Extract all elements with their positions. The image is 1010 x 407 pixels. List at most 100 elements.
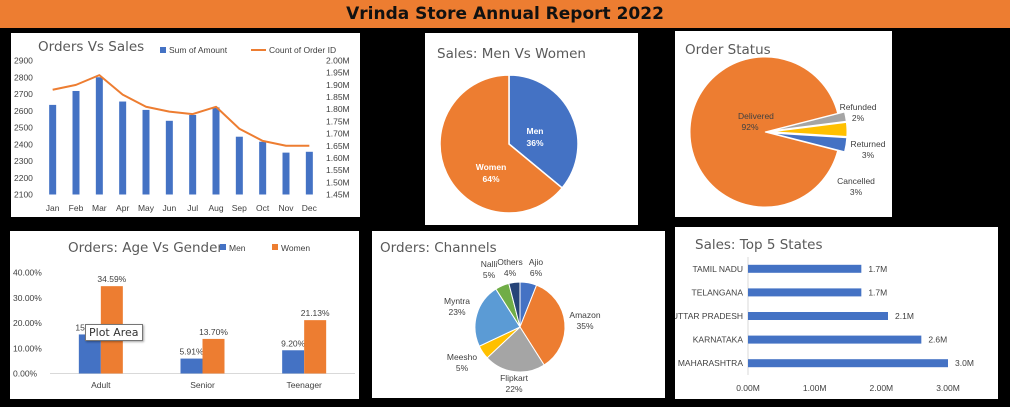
channels-chart: Orders: ChannelsAjio6%Amazon35%Flipkart2… (380, 240, 601, 394)
slice-value-cancelled: 3% (850, 187, 863, 197)
slice-label-women: Women (476, 162, 507, 172)
slice-label-amazon: Amazon (569, 310, 600, 320)
bar-uttar-pradesh (748, 312, 888, 320)
data-label: 13.70% (199, 327, 228, 337)
bar-amount-oct (259, 141, 267, 195)
data-label: 2.1M (895, 311, 914, 321)
men-vs-women-panel[interactable]: Sales: Men Vs Women Men 36% Women 64% (425, 33, 638, 225)
x-tick: Jan (46, 203, 60, 213)
x-tick: 3.00M (936, 383, 960, 393)
y-tick-right: 1.60M (326, 153, 350, 163)
data-label: 1.7M (868, 264, 887, 274)
series-line-orders (52, 74, 310, 147)
bar-telangana (748, 288, 862, 297)
y-tick: TAMIL NADU (692, 264, 743, 274)
x-tick: Senior (190, 380, 215, 390)
bar-women-senior (202, 338, 225, 374)
x-tick: Dec (302, 203, 318, 213)
data-label: 9.20% (281, 338, 306, 348)
chart-title: Orders: Channels (380, 240, 497, 256)
slice-value-refunded: 2% (852, 113, 865, 123)
y-tick-left: 2100 (14, 190, 33, 200)
age-vs-gender-panel[interactable]: Orders: Age Vs Gender Men Women 0.00% 10.00%… (10, 231, 359, 399)
pie-slice-others (508, 281, 521, 328)
pie-slice-men (508, 74, 579, 190)
bar-amount-apr (119, 101, 127, 195)
bar-maharashtra (748, 359, 948, 368)
bar-amount-jun (165, 120, 173, 195)
slice-label-returned: Returned (851, 139, 886, 149)
chart-title: Order Status (685, 42, 771, 58)
slice-value-meesho: 5% (456, 363, 469, 373)
y-tick-left: 2700 (14, 89, 33, 99)
y-tick: 0.00% (13, 369, 38, 379)
top-states-chart: Sales: Top 5 States TAMIL NADU 1.7M TELANGA… (675, 237, 974, 393)
slice-label-men: Men (527, 126, 544, 136)
bar-amount-dec (305, 151, 313, 195)
legend-label-amount: Sum of Amount (169, 45, 228, 55)
slice-value-returned: 3% (862, 150, 875, 160)
legend-swatch-men (220, 244, 226, 250)
y-tick-left: 2400 (14, 139, 33, 149)
data-label: 34.59% (97, 274, 126, 284)
legend-swatch-women (272, 244, 278, 250)
y-tick: 30.00% (13, 293, 42, 303)
top-states-panel[interactable]: Sales: Top 5 States TAMIL NADU 1.7M TELANGA… (675, 227, 998, 399)
orders-vs-sales-panel[interactable]: Orders Vs Sales Sum of Amount Count of Ord… (11, 33, 360, 217)
legend-label-orders: Count of Order ID (269, 45, 336, 55)
chart-title: Sales: Top 5 States (695, 237, 823, 253)
bar-amount-mar (95, 77, 103, 195)
data-label: 1.7M (868, 287, 887, 297)
y-tick: TELANGANA (692, 287, 744, 297)
chart-title: Orders Vs Sales (38, 39, 144, 55)
bar-amount-feb (72, 90, 80, 195)
slice-label-cancelled: Cancelled (837, 176, 875, 186)
y-tick: 10.00% (13, 343, 42, 353)
y-tick: MAHARASHTRA (678, 358, 744, 368)
y-tick-right: 2.00M (326, 56, 350, 66)
x-tick: Oct (256, 203, 270, 213)
channels-panel[interactable]: Orders: Channels Ajio 6% Amazon 35% Flipkart 2… (372, 231, 665, 398)
slice-value-delivered: 92% (741, 122, 758, 132)
x-tick: 0.00M (736, 383, 760, 393)
men-vs-women-chart: Sales: Men Vs Women Men 36% Women 64% (437, 46, 586, 214)
legend-label-women: Women (281, 243, 310, 253)
pie-slice-myntra (474, 288, 521, 347)
slice-label-delivered: Delivered (738, 111, 774, 121)
slice-label-nalli: Nalli (481, 259, 498, 269)
chart-title: Orders: Age Vs Gender (68, 240, 223, 256)
slice-label-myntra: Myntra (444, 296, 470, 306)
pie-slice-refunded (771, 111, 847, 132)
y-tick-left: 2600 (14, 106, 33, 116)
report-title: Vrinda Store Annual Report 2022 (346, 4, 664, 24)
slice-label-ajio: Ajio (529, 257, 543, 267)
age-vs-gender-chart: Orders: Age Vs Gender Men Women 0.00% 10.00%… (13, 240, 355, 390)
bar-tamil-nadu (748, 264, 862, 273)
y-tick-right: 1.90M (326, 80, 350, 90)
x-tick: Jul (187, 203, 198, 213)
y-tick-right: 1.85M (326, 92, 350, 102)
slice-value-women: 64% (482, 174, 499, 184)
bar-amount-jul (189, 114, 197, 195)
bar-karnataka (748, 335, 922, 344)
slice-label-refunded: Refunded (840, 102, 877, 112)
plot-area-tooltip: Plot Area (85, 324, 143, 341)
y-tick-left: 2300 (14, 156, 33, 166)
y-tick-right: 1.70M (326, 129, 350, 139)
x-tick: 1.00M (803, 383, 827, 393)
data-label: 21.13% (301, 308, 330, 318)
y-tick-right: 1.50M (326, 177, 350, 187)
data-label: 3.0M (955, 358, 974, 368)
pie-slice-cancelled (771, 132, 848, 153)
report-banner: Vrinda Store Annual Report 2022 (0, 0, 1010, 28)
y-tick: 20.00% (13, 318, 42, 328)
bar-men-teenager (282, 350, 305, 374)
x-tick: May (138, 203, 155, 213)
order-status-panel[interactable]: Order Status Delivered 92% Refunded 2% Return… (675, 31, 892, 217)
y-tick-right: 1.55M (326, 165, 350, 175)
bar-men-senior (180, 358, 203, 374)
slice-value-nalli: 5% (483, 270, 496, 280)
y-tick: UTTAR PRADESH (675, 311, 743, 321)
x-tick: Mar (92, 203, 107, 213)
